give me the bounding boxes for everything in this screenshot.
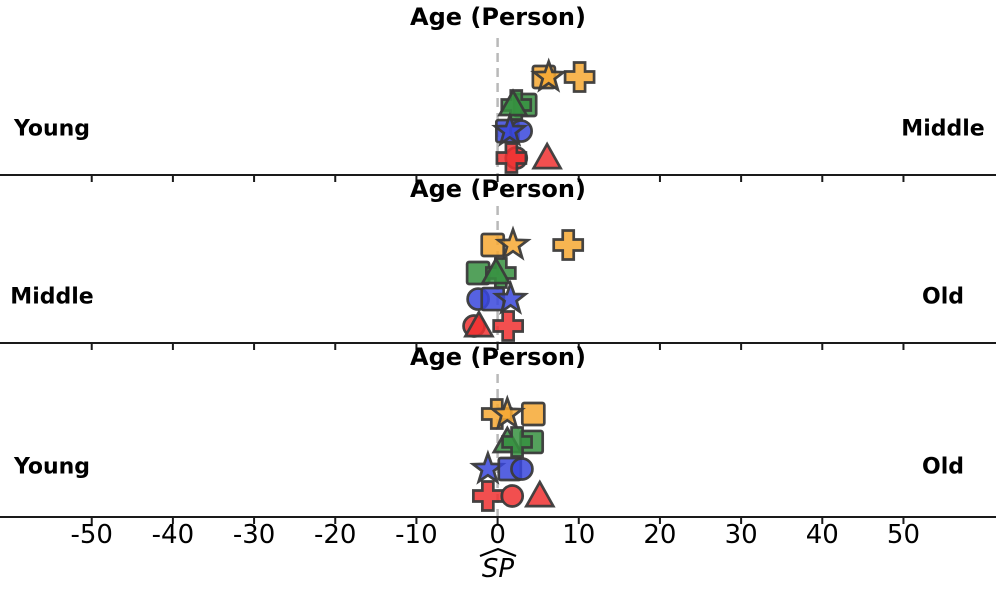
x-tick-label: 30: [724, 520, 758, 550]
marker-red-plus: [492, 310, 524, 342]
marker-orange-plus: [563, 61, 596, 93]
marker-orange-star: [488, 394, 526, 430]
x-axis-label: SP: [478, 547, 518, 583]
x-tick-label: 20: [643, 520, 677, 550]
marker-orange-star: [530, 57, 568, 93]
panel-1-left-label: Young: [13, 116, 91, 142]
panel-3-right-label: Old: [922, 454, 964, 480]
marker-red-circle: [500, 484, 525, 508]
marker-red-plus: [495, 142, 528, 174]
marker-blue-star: [491, 111, 529, 147]
marker-orange-star: [494, 225, 532, 261]
marker-blue-circle: [510, 457, 534, 481]
x-tick-label: -40: [151, 520, 195, 550]
marker-orange-square: [520, 401, 546, 427]
x-tick-label: -10: [395, 520, 438, 550]
x-tick-label: -20: [314, 520, 357, 550]
panel-1-right-label: Middle: [901, 116, 985, 142]
panel-2-left-label: Middle: [10, 284, 94, 310]
panel-1-title: Age (Person): [410, 3, 586, 31]
panel-3-left-label: Young: [13, 454, 91, 480]
marker-red-triangle: [523, 479, 556, 508]
x-tick-label: -50: [70, 520, 113, 550]
panel-2-title: Age (Person): [410, 175, 586, 203]
marker-orange-plus: [552, 229, 585, 261]
x-tick-label: 50: [886, 520, 920, 550]
marker-green-triangle: [480, 256, 512, 285]
widehat-accent-icon: [479, 547, 517, 557]
marker-green-plus: [501, 426, 533, 458]
x-tick-label: 0: [489, 520, 506, 550]
marker-red-triangle: [531, 141, 563, 170]
marker-green-triangle: [497, 88, 529, 117]
x-tick-label: 40: [805, 520, 839, 550]
marker-orange-square: [480, 232, 506, 258]
x-tick-label: -30: [232, 520, 276, 550]
panel-2-right-label: Old: [922, 284, 964, 310]
marker-blue-star: [491, 279, 530, 315]
x-axis-label-text: SP: [481, 554, 515, 584]
marker-red-triangle: [463, 309, 495, 338]
panel-3-title: Age (Person): [410, 343, 586, 371]
x-tick-label: 10: [562, 520, 596, 550]
marker-red-plus: [472, 480, 504, 512]
